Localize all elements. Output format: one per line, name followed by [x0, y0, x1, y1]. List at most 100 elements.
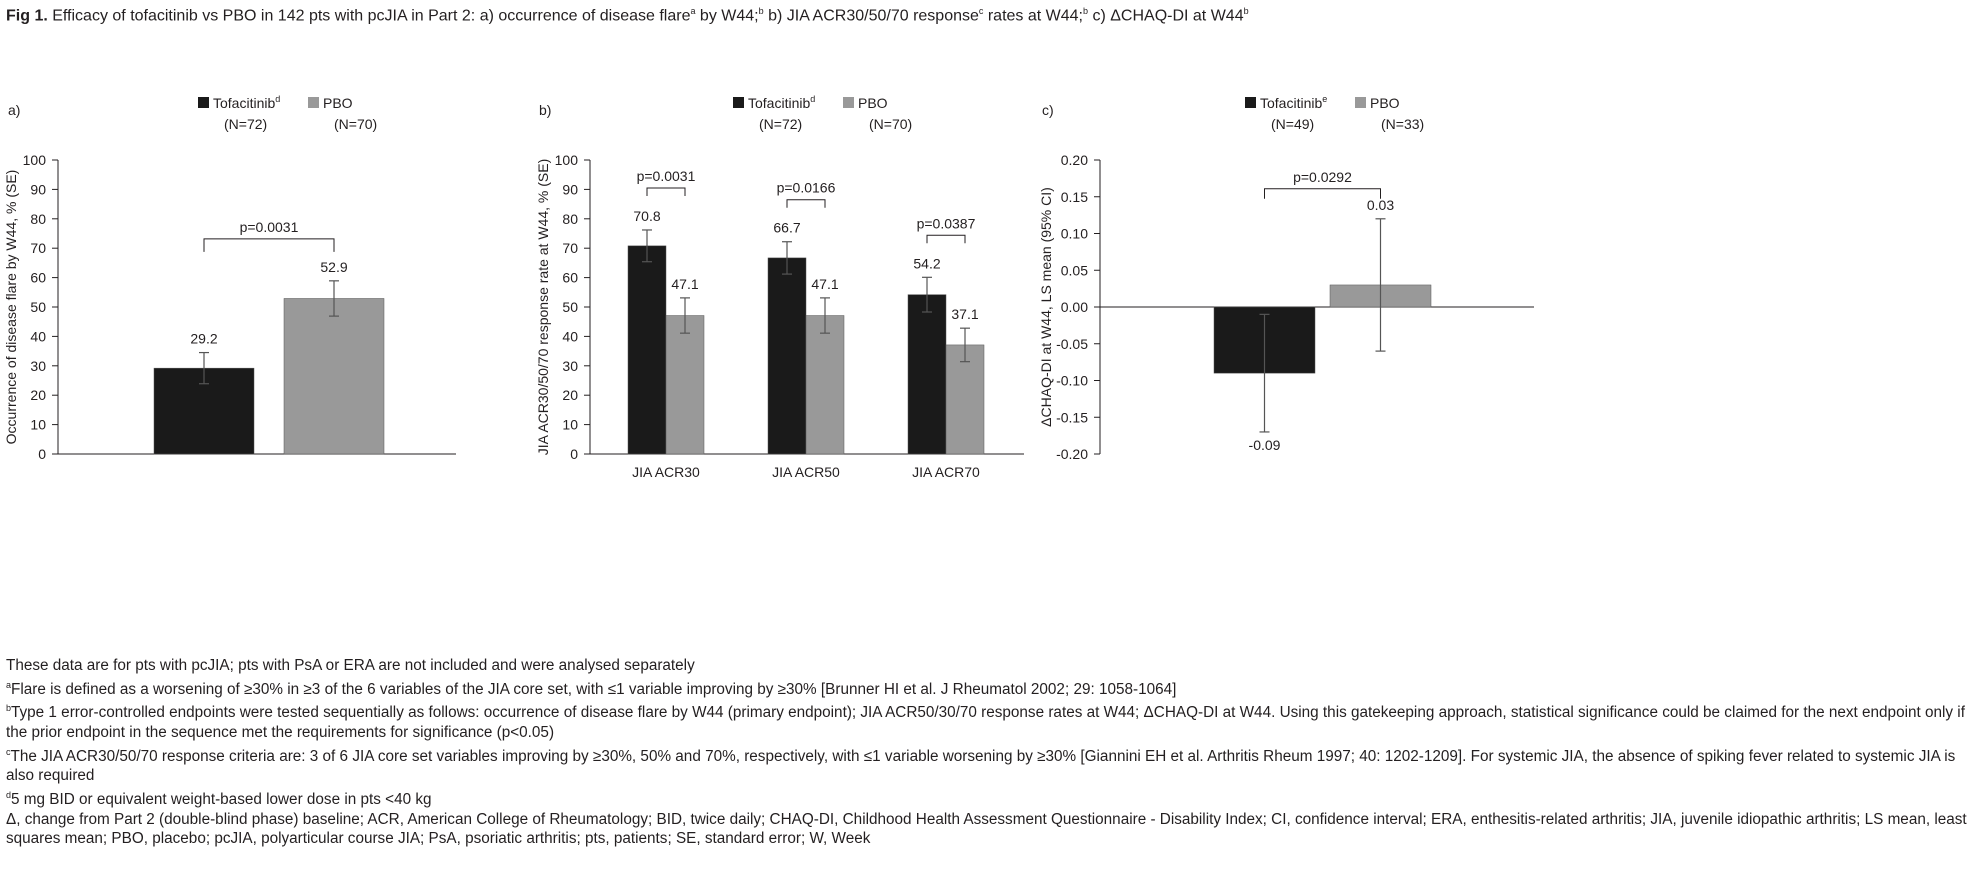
data-label: 47.1: [671, 276, 698, 292]
legend-label: Tofacitinibd: [748, 94, 815, 111]
figure-label: Fig 1.: [6, 7, 48, 25]
legend-label: Tofacitinibd: [213, 94, 280, 111]
y-tick-label: 0: [570, 446, 578, 462]
significance-bracket: [1264, 188, 1381, 199]
chart-panel-b: b) Tofacitinibd (N=72) PBO (N=70) 0 10 20 30 40 50…: [535, 94, 1024, 480]
y-tick-label: 80: [30, 211, 46, 227]
title-text: b) JIA ACR30/50/70 response: [763, 7, 979, 25]
panel-label: c): [1042, 102, 1054, 118]
legend-swatch: [843, 97, 854, 108]
y-tick-label: -0.20: [1056, 446, 1088, 462]
x-tick-label: JIA ACR50: [772, 464, 840, 480]
legend-swatch: [733, 97, 744, 108]
y-tick-label: 40: [30, 328, 46, 344]
data-label: 70.8: [633, 208, 660, 224]
y-tick-label: 40: [562, 328, 578, 344]
data-label: 47.1: [811, 276, 838, 292]
title-text: by W44;: [695, 7, 759, 25]
bar-pbo-1: [805, 315, 845, 455]
data-label: 37.1: [951, 306, 978, 322]
y-tick-label: 70: [30, 240, 46, 256]
significance-bracket: [786, 199, 826, 208]
title-text: Efficacy of tofacitinib vs PBO in 142 pt…: [47, 7, 691, 25]
data-label: -0.09: [1249, 437, 1281, 453]
legend-superscript: e: [1322, 94, 1327, 104]
y-tick-label: 0: [38, 446, 46, 462]
y-tick-label: 50: [562, 299, 578, 315]
y-tick-label: 60: [30, 270, 46, 286]
p-value-label: p=0.0031: [637, 168, 696, 184]
significance-bracket: [203, 238, 335, 252]
footnote: cThe JIA ACR30/50/70 response criteria a…: [6, 743, 1976, 786]
footnote-text: Type 1 error-controlled endpoints were t…: [6, 704, 1965, 741]
footnote-text: Δ, change from Part 2 (double-blind phas…: [6, 810, 1967, 848]
panel-label: b): [539, 102, 551, 118]
y-axis-title: JIA ACR30/50/70 response rate at W44, % …: [535, 159, 551, 455]
title-superscript: c: [978, 6, 984, 16]
y-tick-label: -0.05: [1056, 336, 1088, 352]
x-tick-label: JIA ACR30: [632, 464, 700, 480]
footnote-text: 5 mg BID or equivalent weight-based lowe…: [11, 790, 432, 808]
legend-swatch: [308, 97, 319, 108]
y-tick-label: 100: [23, 152, 47, 168]
y-tick-label: 70: [562, 240, 578, 256]
panel-label: a): [8, 102, 20, 118]
y-tick-label: 50: [30, 299, 46, 315]
title-text: c) ΔCHAQ-DI at W44: [1088, 7, 1244, 25]
legend-swatch: [198, 97, 209, 108]
footnote-marker: a: [6, 679, 12, 690]
y-tick-label: 0.05: [1061, 262, 1088, 278]
legend-count: (N=72): [759, 116, 802, 132]
y-tick-label: -0.10: [1056, 373, 1088, 389]
charts-area: a) Tofacitinibd (N=72) PBO (N=70) 0 10 20 30 40 50…: [3, 94, 1534, 480]
y-tick-label: 60: [562, 270, 578, 286]
y-tick-label: 20: [562, 387, 578, 403]
y-tick-label: 0.15: [1061, 189, 1088, 205]
bar-tofacitinib-1: [767, 257, 807, 455]
y-tick-label: 10: [562, 417, 578, 433]
bar-pbo-2: [945, 344, 985, 455]
p-value-label: p=0.0292: [1293, 169, 1352, 185]
p-value-label: p=0.0166: [777, 180, 836, 196]
legend-swatch: [1245, 97, 1256, 108]
footnote: bType 1 error-controlled endpoints were …: [6, 699, 1976, 742]
y-tick-label: 10: [30, 417, 46, 433]
legend-superscript: d: [275, 94, 280, 104]
data-label: 66.7: [773, 220, 800, 236]
footnote: Δ, change from Part 2 (double-blind phas…: [6, 810, 1976, 849]
data-label: 29.2: [190, 331, 217, 347]
data-label: 54.2: [913, 255, 940, 271]
y-tick-label: 20: [30, 387, 46, 403]
x-tick-label: JIA ACR70: [912, 464, 980, 480]
title-superscript: b: [758, 6, 764, 16]
bar-tofacitinib-0: [627, 245, 667, 455]
legend-label: PBO: [858, 95, 888, 111]
bar-pbo-0: [665, 315, 705, 455]
legend-count: (N=72): [224, 116, 267, 132]
y-tick-label: 90: [30, 181, 46, 197]
data-label: 0.03: [1367, 197, 1394, 213]
title-superscript: a: [690, 6, 696, 16]
footnote-text: Flare is defined as a worsening of ≥30% …: [11, 680, 1177, 698]
footnotes: These data are for pts with pcJIA; pts w…: [6, 656, 1976, 849]
legend-label: PBO: [1370, 95, 1400, 111]
bar-tofacitinib-2: [907, 294, 947, 455]
y-tick-label: -0.15: [1056, 409, 1088, 425]
y-tick-label: 30: [562, 358, 578, 374]
significance-bracket: [926, 234, 966, 244]
figure-title: Fig 1. Efficacy of tofacitinib vs PBO in…: [6, 6, 1249, 25]
y-tick-label: 80: [562, 211, 578, 227]
title-superscript: b: [1243, 6, 1249, 16]
legend-label: PBO: [323, 95, 353, 111]
y-axis-title: ΔCHAQ-DI at W44, LS mean (95% CI): [1038, 187, 1054, 427]
y-tick-label: 30: [30, 358, 46, 374]
bar-pbo-0: [283, 298, 385, 455]
footnote-text: The JIA ACR30/50/70 response criteria ar…: [6, 747, 1956, 785]
legend-label: Tofacitinibe: [1260, 94, 1327, 111]
footnote-marker: b: [6, 703, 12, 714]
footnote: d5 mg BID or equivalent weight-based low…: [6, 786, 1976, 810]
y-tick-label: 0.20: [1061, 152, 1088, 168]
legend-count: (N=49): [1271, 116, 1314, 132]
footnote-text: These data are for pts with pcJIA; pts w…: [6, 657, 695, 674]
legend-count: (N=33): [1381, 116, 1424, 132]
